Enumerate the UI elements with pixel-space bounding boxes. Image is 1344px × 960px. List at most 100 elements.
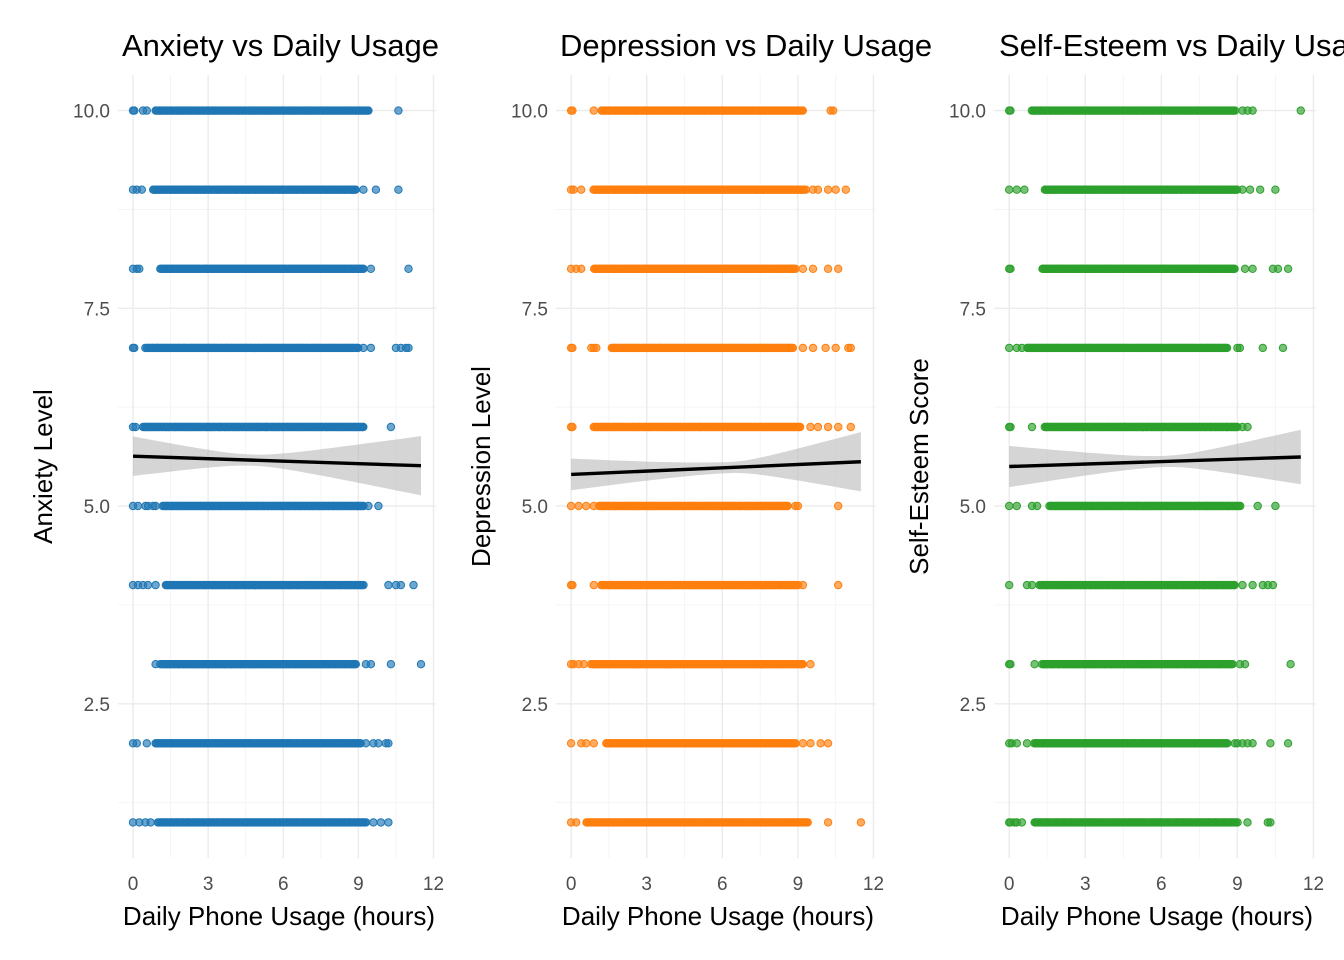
data-point (385, 581, 392, 588)
data-point (144, 581, 151, 588)
data-point (807, 740, 814, 747)
data-point (799, 661, 806, 668)
x-axis-label: Daily Phone Usage (hours) (562, 901, 874, 931)
point-row (1006, 344, 1287, 351)
y-axis-label: Depression Level (466, 366, 496, 567)
data-point (370, 819, 377, 826)
point-row (1006, 186, 1280, 193)
y-tick-label: 2.5 (522, 695, 548, 716)
y-tick-label: 7.5 (522, 299, 548, 320)
y-axis-label: Anxiety Level (28, 389, 58, 544)
data-point (799, 265, 806, 272)
data-point (352, 661, 359, 668)
data-point (789, 344, 796, 351)
panel-title: Depression vs Daily Usage (560, 28, 932, 63)
data-point (807, 423, 814, 430)
panel-anxiety: Anxiety vs Daily Usage Daily Phone Usage… (28, 28, 444, 931)
data-point (1007, 107, 1014, 114)
data-point (1249, 581, 1256, 588)
point-row (567, 819, 864, 826)
data-point (824, 819, 831, 826)
data-point (575, 502, 582, 509)
x-tick-label: 6 (717, 874, 728, 895)
data-point (809, 344, 816, 351)
data-point (1231, 107, 1238, 114)
data-point (1254, 502, 1261, 509)
data-point (372, 186, 379, 193)
point-row (567, 186, 849, 193)
point-row (129, 819, 392, 826)
data-point (1259, 344, 1266, 351)
data-point (1241, 265, 1248, 272)
data-point (1239, 581, 1246, 588)
panel-self-esteem: Self-Esteem vs Daily Usage Daily Phone U… (904, 28, 1344, 931)
point-row (129, 502, 382, 509)
x-tick-label: 6 (278, 874, 289, 895)
data-point (387, 423, 394, 430)
data-point (375, 740, 382, 747)
data-point (593, 344, 600, 351)
panel-title: Anxiety vs Daily Usage (122, 28, 439, 63)
x-tick-label: 9 (353, 874, 364, 895)
data-point (1249, 265, 1256, 272)
data-point (569, 423, 576, 430)
point-row (567, 581, 842, 588)
data-point (132, 423, 139, 430)
data-point (375, 502, 382, 509)
data-point (792, 740, 799, 747)
data-point (1284, 265, 1291, 272)
data-point (1257, 186, 1264, 193)
data-point (804, 819, 811, 826)
data-point (1272, 502, 1279, 509)
data-point (387, 661, 394, 668)
data-point (1013, 186, 1020, 193)
data-point (354, 344, 361, 351)
data-point (360, 423, 367, 430)
data-point (802, 186, 809, 193)
data-point (405, 265, 412, 272)
data-point (569, 344, 576, 351)
point-row (129, 581, 417, 588)
data-point (792, 265, 799, 272)
y-tick-label: 10.0 (511, 102, 548, 123)
data-point (799, 107, 806, 114)
data-point (817, 740, 824, 747)
data-point (410, 581, 417, 588)
data-point (1028, 423, 1035, 430)
data-point (807, 661, 814, 668)
data-point (360, 581, 367, 588)
data-point (395, 186, 402, 193)
data-point (1234, 423, 1241, 430)
y-tick-label: 2.5 (84, 695, 110, 716)
data-point (795, 581, 802, 588)
data-point (799, 344, 806, 351)
point-row (1006, 581, 1277, 588)
data-point (1297, 107, 1304, 114)
data-point (570, 186, 577, 193)
data-point (136, 265, 143, 272)
data-point (835, 581, 842, 588)
data-point (796, 423, 803, 430)
data-point (367, 661, 374, 668)
data-point (590, 740, 597, 747)
data-point (1028, 581, 1035, 588)
data-point (580, 661, 587, 668)
data-point (583, 740, 590, 747)
data-point (1246, 186, 1253, 193)
point-row (567, 107, 837, 114)
data-point (1013, 502, 1020, 509)
data-point (1249, 107, 1256, 114)
panel-depression: Depression vs Daily Usage Daily Phone Us… (466, 28, 932, 931)
data-point (824, 740, 831, 747)
data-point (1007, 423, 1014, 430)
point-row (129, 344, 412, 351)
data-point (1236, 344, 1243, 351)
data-point (417, 661, 424, 668)
data-point (143, 107, 150, 114)
data-point (1237, 502, 1244, 509)
data-point (360, 265, 367, 272)
data-point (1274, 265, 1281, 272)
data-point (567, 502, 574, 509)
data-point (134, 502, 141, 509)
data-point (784, 502, 791, 509)
